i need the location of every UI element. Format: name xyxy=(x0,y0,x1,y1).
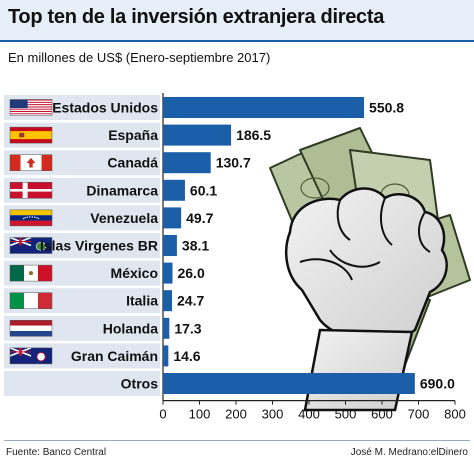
category-label: Italia xyxy=(126,293,158,309)
value-label: 186.5 xyxy=(236,127,271,143)
category-label: Otros xyxy=(121,376,159,392)
x-tick-label: 500 xyxy=(335,407,357,422)
bar xyxy=(163,97,365,118)
bar-row: Italia 24.7 xyxy=(4,288,204,314)
value-label: 49.7 xyxy=(186,210,213,226)
value-label: 17.3 xyxy=(174,320,201,336)
denmark-flag-icon xyxy=(9,182,53,199)
canada-flag-icon xyxy=(9,154,53,171)
x-tick-label: 800 xyxy=(444,407,466,422)
bar xyxy=(163,235,177,256)
bvi-flag-icon xyxy=(9,236,53,254)
bar xyxy=(163,290,173,312)
x-tick-label: 700 xyxy=(408,407,430,422)
bar xyxy=(163,179,185,201)
x-tick-label: 600 xyxy=(371,407,393,422)
bar-row: España 186.5 xyxy=(4,122,271,148)
bar-row: Canadá 130.7 xyxy=(4,150,251,176)
bar xyxy=(163,124,232,146)
x-tick-label: 200 xyxy=(225,407,247,422)
title-band xyxy=(0,0,474,42)
bar-row: Estados Unidos 550.8 xyxy=(4,95,404,120)
bar xyxy=(163,373,415,394)
chart-subtitle: En millones de US$ (Enero-septiembre 201… xyxy=(8,50,271,65)
category-label: México xyxy=(111,265,158,281)
value-label: 38.1 xyxy=(182,238,209,254)
spain-flag-icon xyxy=(9,126,53,144)
x-tick-label: 100 xyxy=(189,407,211,422)
bar-row: México 26.0 xyxy=(4,260,205,286)
category-label: Estados Unidos xyxy=(52,100,158,116)
bar-row: Dinamarca 60.1 xyxy=(4,177,217,203)
us-flag-icon xyxy=(9,99,53,116)
category-label: Venezuela xyxy=(90,210,158,226)
row-band xyxy=(4,371,160,396)
bar-chart: 0 100 200 300 400 500 600 700 800 Estados Unidos… xyxy=(4,93,471,422)
bar-row: Venezuela 49.7 xyxy=(4,205,214,231)
bar-row: Islas Virgenes BR 38.1 xyxy=(4,233,209,258)
value-label: 690.0 xyxy=(420,376,455,392)
bar-row: Otros 690.0 xyxy=(4,371,455,396)
mexico-flag-icon xyxy=(9,264,53,282)
footer-divider xyxy=(4,440,470,441)
fist-with-money-illustration xyxy=(269,127,471,412)
value-label: 550.8 xyxy=(369,100,404,116)
category-label: Islas Virgenes BR xyxy=(40,238,158,254)
bar xyxy=(163,152,211,174)
category-label: Canadá xyxy=(107,155,158,171)
bar xyxy=(163,345,169,367)
bar xyxy=(163,317,170,339)
netherlands-flag-icon xyxy=(9,320,53,337)
x-tick-label: 400 xyxy=(298,407,320,422)
bar xyxy=(163,262,173,284)
category-label: España xyxy=(108,127,158,143)
x-tick-label: 0 xyxy=(159,407,166,422)
credit-note: José M. Medrano:elDinero xyxy=(350,447,468,458)
x-tick-label: 300 xyxy=(262,407,284,422)
category-label: Gran Caimán xyxy=(71,348,158,364)
bar-row: Gran Caimán 14.6 xyxy=(4,343,201,369)
category-label: Dinamarca xyxy=(86,182,158,198)
chart-title: Top ten de la inversión extranjera direc… xyxy=(8,6,385,28)
value-label: 24.7 xyxy=(177,293,204,309)
value-label: 14.6 xyxy=(173,348,200,364)
value-label: 60.1 xyxy=(190,182,217,198)
category-label: Holanda xyxy=(103,320,158,336)
cayman-flag-icon xyxy=(9,347,53,365)
bar xyxy=(163,207,182,229)
value-label: 26.0 xyxy=(177,265,204,281)
venezuela-flag-icon xyxy=(9,209,53,227)
italy-flag-icon xyxy=(9,292,53,309)
bar-row: Holanda 17.3 xyxy=(4,315,202,341)
source-note: Fuente: Banco Central xyxy=(6,447,107,458)
value-label: 130.7 xyxy=(216,155,251,171)
